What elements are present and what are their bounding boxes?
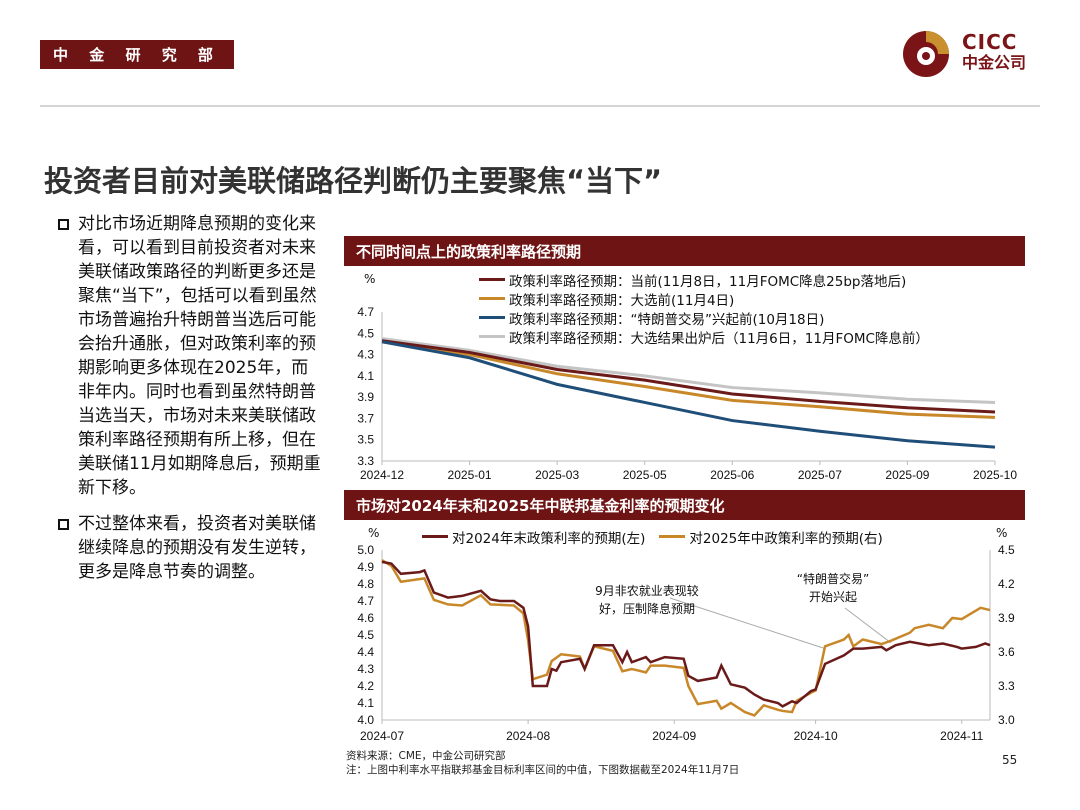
annotation-line: “特朗普交易” bbox=[796, 572, 870, 586]
annotation-line: 开始兴起 bbox=[808, 590, 857, 604]
logo-en: CICC bbox=[962, 30, 1018, 54]
legend-swatch bbox=[479, 335, 505, 338]
x-tick-label: 2024-08 bbox=[506, 729, 550, 743]
legend-label: 对2025年中政策利率的预期(右) bbox=[689, 530, 883, 547]
legend-label: 对2024年末政策利率的预期(左) bbox=[452, 530, 646, 547]
legend-label: 政策利率路径预期：大选前(11月4日) bbox=[509, 292, 735, 309]
y-tick-label: 3.5 bbox=[357, 433, 374, 447]
chart2-title: 市场对2024年末和2025年中联邦基金利率的预期变化 bbox=[344, 490, 1025, 520]
series-line bbox=[381, 339, 996, 414]
y-tick-label: 3.9 bbox=[357, 390, 374, 404]
annotation-pointer bbox=[844, 607, 892, 644]
legend-item: 政策利率路径预期：大选结果出炉后（11月6日，11月FOMC降息前） bbox=[479, 327, 929, 347]
header-divider bbox=[40, 105, 1040, 107]
y-tick-label: 4.7 bbox=[357, 305, 374, 319]
y-tick-label-left: 5.0 bbox=[357, 543, 374, 557]
chart2-unit-left: % bbox=[368, 526, 380, 540]
x-tick-label: 2024-09 bbox=[652, 729, 696, 743]
square-bullet-icon bbox=[58, 219, 69, 230]
y-tick-label-right: 3.9 bbox=[998, 611, 1015, 625]
y-tick-label-right: 3.0 bbox=[998, 713, 1015, 727]
x-tick-label: 2025-01 bbox=[448, 468, 492, 482]
y-tick-label: 4.3 bbox=[357, 348, 374, 362]
series-line bbox=[381, 340, 996, 419]
y-tick-label-left: 4.8 bbox=[357, 577, 374, 591]
x-tick-label: 2025-03 bbox=[535, 468, 579, 482]
chart2-unit-right: % bbox=[996, 526, 1008, 540]
annotation-pointer bbox=[669, 597, 826, 650]
legend-item: 政策利率路径预期：大选前(11月4日) bbox=[479, 289, 929, 309]
department-label: 中 金 研 究 部 bbox=[40, 40, 234, 69]
y-tick-label: 4.1 bbox=[357, 369, 374, 383]
chart1-title: 不同时间点上的政策利率路径预期 bbox=[344, 236, 1025, 266]
legend-item: 政策利率路径预期：当前(11月8日，11月FOMC降息25bp落地后) bbox=[479, 270, 929, 290]
y-tick-label-left: 4.6 bbox=[357, 611, 374, 625]
bullet-text: 不过整体来看，投资者对美联储继续降息的预期没有发生逆转，更多是降息节奏的调整。 bbox=[78, 514, 316, 582]
x-tick-label: 2024-07 bbox=[360, 729, 404, 743]
x-tick-label: 2025-05 bbox=[623, 468, 667, 482]
bullet-text: 对比市场近期降息预期的变化来看，可以看到目前投资者对未来美联储政策路径的判断更多… bbox=[78, 214, 321, 498]
bullet-item: 不过整体来看，投资者对美联储继续降息的预期没有发生逆转，更多是降息节奏的调整。 bbox=[56, 512, 321, 584]
annotation-nfp: 9月非农就业表现较好，压制降息预期 bbox=[595, 584, 699, 616]
legend-swatch bbox=[479, 297, 505, 300]
logo-text: CICC 中金公司 bbox=[962, 32, 1026, 71]
source-note: 资料来源：CME，中金公司研究部 bbox=[346, 750, 506, 762]
chart2-plot: 5.0 4.9 4.8 4.7 4.6 4.5 4.4 4.3 4.2 4.1 4.0 4.5 4.2 3… bbox=[357, 543, 1015, 743]
legend-label: 政策利率路径预期：大选结果出炉后（11月6日，11月FOMC降息前） bbox=[509, 330, 929, 347]
logo-cn: 中金公司 bbox=[962, 53, 1027, 72]
square-bullet-icon bbox=[58, 519, 69, 530]
y-tick-label-left: 4.5 bbox=[357, 628, 374, 642]
chart1-legend: 政策利率路径预期：当前(11月8日，11月FOMC降息25bp落地后) 政策利率… bbox=[479, 270, 929, 347]
chart1-unit: % bbox=[364, 272, 376, 286]
legend-item: 对2025年中政策利率的预期(右) bbox=[659, 527, 883, 547]
legend-item: 对2024年末政策利率的预期(左) bbox=[422, 527, 646, 547]
y-tick-label-left: 4.2 bbox=[357, 679, 374, 693]
y-tick-label: 4.5 bbox=[357, 326, 374, 340]
chart2-legend: 对2024年末政策利率的预期(左) 对2025年中政策利率的预期(右) bbox=[422, 527, 883, 547]
y-tick-label-right: 3.6 bbox=[998, 645, 1015, 659]
series-line bbox=[381, 337, 996, 404]
y-tick-label-left: 4.7 bbox=[357, 594, 374, 608]
legend-item: 政策利率路径预期：“特朗普交易”兴起前(10月18日) bbox=[479, 308, 929, 328]
y-tick-label-right: 4.5 bbox=[998, 543, 1015, 557]
x-tick-label: 2025-10 bbox=[973, 468, 1017, 482]
legend-label: 政策利率路径预期：“特朗普交易”兴起前(10月18日) bbox=[509, 311, 825, 328]
legend-swatch bbox=[479, 316, 505, 319]
y-tick-label-left: 4.9 bbox=[357, 560, 374, 574]
series-line-left bbox=[381, 560, 991, 708]
footer-notes: 资料来源：CME，中金公司研究部 注：上图中利率水平指联邦基金目标利率区间的中值… bbox=[346, 749, 739, 777]
y-tick-label-left: 4.3 bbox=[357, 662, 374, 676]
y-tick-label-left: 4.1 bbox=[357, 696, 374, 710]
page-number: 55 bbox=[1002, 753, 1018, 767]
annotation-trump-trade: “特朗普交易” 开始兴起 bbox=[778, 570, 888, 606]
x-tick-label: 2024-12 bbox=[360, 468, 404, 482]
footnote: 注：上图中利率水平指联邦基金目标利率区间的中值，下图数据截至2024年11月7日 bbox=[346, 764, 740, 776]
bullet-item: 对比市场近期降息预期的变化来看，可以看到目前投资者对未来美联储政策路径的判断更多… bbox=[56, 212, 321, 500]
x-tick-label: 2025-09 bbox=[885, 468, 929, 482]
y-tick-label: 3.7 bbox=[357, 411, 374, 425]
y-tick-label-right: 3.3 bbox=[998, 679, 1015, 693]
x-tick-label: 2024-11 bbox=[940, 729, 983, 743]
y-tick-label: 3.3 bbox=[357, 454, 374, 468]
y-tick-label-left: 4.4 bbox=[357, 645, 374, 659]
legend-label: 政策利率路径预期：当前(11月8日，11月FOMC降息25bp落地后) bbox=[509, 273, 907, 290]
series-line-right bbox=[381, 559, 991, 717]
legend-swatch bbox=[659, 535, 686, 538]
page-title: 投资者目前对美联储路径判断仍主要聚焦“当下” bbox=[44, 164, 663, 198]
y-tick-label-right: 4.2 bbox=[998, 577, 1015, 591]
bullet-list: 对比市场近期降息预期的变化来看，可以看到目前投资者对未来美联储政策路径的判断更多… bbox=[56, 212, 321, 596]
x-tick-label: 2024-10 bbox=[794, 729, 838, 743]
x-tick-label: 2025-07 bbox=[798, 468, 842, 482]
series-line bbox=[381, 340, 996, 449]
legend-swatch bbox=[422, 535, 448, 538]
cicc-logo bbox=[903, 31, 949, 77]
y-tick-label-left: 4.0 bbox=[357, 713, 374, 727]
x-tick-label: 2025-06 bbox=[710, 468, 754, 482]
legend-swatch bbox=[479, 278, 505, 281]
